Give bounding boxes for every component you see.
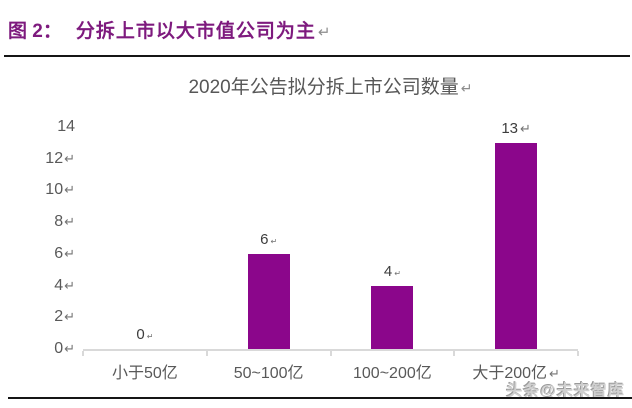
y-tick-value: 12 [45,149,64,167]
x-axis-boundary-tick [577,351,579,356]
return-mark-icon: ↵ [64,150,75,166]
x-axis-boundary-tick [205,351,208,356]
bar-slot: 0 ↵ 小于50亿 [83,127,207,382]
y-axis-tick-label: 2↵ [54,308,75,326]
bottom-divider [8,397,632,399]
return-mark-icon: ↵ [64,341,75,356]
return-mark-icon: ↵ [64,214,75,230]
y-tick-value: 8 [54,213,64,231]
bar-value-text: 4 [383,262,393,280]
x-axis-boundary-tick [453,351,456,356]
bar-value-label: 4 ↵ [384,263,401,280]
bar-value-text: 6 [260,230,269,248]
watermark: 头条@未来智库 [506,383,625,400]
y-axis-tick-label: 6↵ [54,245,75,263]
y-tick-value: 10 [45,181,64,199]
bar-value-label: 6 ↵ [260,231,277,248]
y-tick-value: 0 [54,340,64,357]
figure-header: 图 2： 分拆上市以大市值公司为主 ↵ [8,16,330,43]
y-tick-value: 6 [54,244,64,262]
y-tick-value: 2 [54,308,64,326]
bar-slot: 6 ↵ 50~100亿 [207,127,331,382]
y-axis-tick-label: 4↵ [54,277,75,295]
bar [495,142,538,349]
category-label: 50~100亿 [234,359,304,383]
y-axis-tick-label: 12↵ [45,150,75,168]
y-axis-tick-label: 14 [57,118,75,136]
category-text: 100~200亿 [353,365,432,382]
return-mark-icon: ↵ [394,268,401,278]
bar-slot: 4 ↵ 100~200亿 [331,127,455,382]
category-label: 100~200亿 [353,359,432,383]
y-axis-tick-label: 0↵ [54,340,75,358]
return-mark-icon: ↵ [146,332,154,341]
return-mark-icon: ↵ [460,80,473,96]
y-tick-value: 14 [57,118,75,135]
bar-value-label: 13 ↵ [501,120,531,137]
return-mark-icon: ↵ [549,366,560,381]
plot-area: 0↵ 2↵ 4↵ 6↵ 8↵ 10↵ 12↵ 14 0 ↵ 小于50亿 6 ↵ 50~100亿 4 ↵ 100~… [45,118,579,382]
category-label: 大于200亿 ↵ [472,359,560,383]
return-mark-icon: ↵ [64,182,75,198]
return-mark-icon: ↵ [64,277,75,293]
return-mark-icon: ↵ [64,309,75,325]
category-label: 小于50亿 [112,359,178,383]
return-mark-icon: ↵ [270,236,278,246]
bar-slot: 13 ↵ 大于200亿 ↵ [454,120,578,382]
x-axis-boundary-tick [329,351,332,356]
y-axis-tick-label: 8↵ [54,213,75,231]
bar [247,253,290,349]
chart-title-text: 2020年公告拟分拆上市公司数量 [188,77,459,98]
y-tick-value: 4 [54,276,64,294]
x-axis-boundary-tick [82,351,84,356]
bar [371,285,414,349]
figure-title: 分拆上市以大市值公司为主 [75,21,316,42]
category-text: 大于200亿 [472,365,548,382]
bar-value-label: 0 ↵ [136,326,153,343]
figure-number-label: 图 2： [8,21,62,42]
top-divider [4,55,630,57]
return-mark-icon: ↵ [317,24,331,41]
chart-title: 2020年公告拟分拆上市公司数量 ↵ [83,72,578,99]
return-mark-icon: ↵ [64,245,75,261]
bar-value-text: 0 [136,326,145,343]
category-text: 小于50亿 [111,365,178,382]
category-text: 50~100亿 [233,365,304,382]
bar-value-text: 13 [501,119,519,137]
return-mark-icon: ↵ [520,120,531,136]
y-axis-tick-label: 10↵ [45,181,75,199]
